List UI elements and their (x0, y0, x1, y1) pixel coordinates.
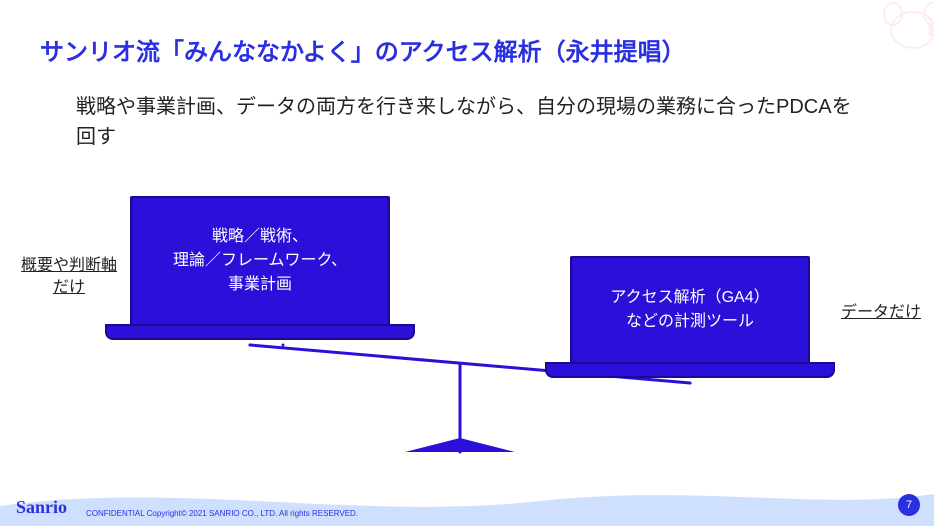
brand-logo: Sanrio (16, 497, 67, 518)
left-annotation: 概要や判断軸 だけ (14, 255, 124, 300)
footer-wave-icon (0, 476, 934, 526)
corner-decoration-icon (878, 0, 934, 62)
slide-title: サンリオ流「みんななかよく」のアクセス解析（永井提唱） (40, 32, 686, 67)
right-laptop-screen: アクセス解析（GA4） などの計測ツール (570, 256, 810, 364)
slide-subtitle: 戦略や事業計画、データの両方を行き来しながら、自分の現場の業務に合ったPDCAを… (76, 92, 856, 152)
right-laptop-icon: アクセス解析（GA4） などの計測ツール (570, 256, 835, 378)
left-laptop-base (105, 324, 415, 340)
left-laptop-screen: 戦略／戦術、 理論／フレームワーク、 事業計画 (130, 196, 390, 326)
copyright-text: CONFIDENTIAL Copyright© 2021 SANRIO CO.,… (86, 509, 358, 518)
slide: サンリオ流「みんななかよく」のアクセス解析（永井提唱） 戦略や事業計画、データの… (0, 0, 934, 526)
footer (0, 476, 934, 526)
page-number-badge: 7 (898, 494, 920, 516)
right-annotation: データだけ (836, 302, 926, 324)
right-laptop-base (545, 362, 835, 378)
left-laptop-icon: 戦略／戦術、 理論／フレームワーク、 事業計画 (130, 196, 415, 340)
